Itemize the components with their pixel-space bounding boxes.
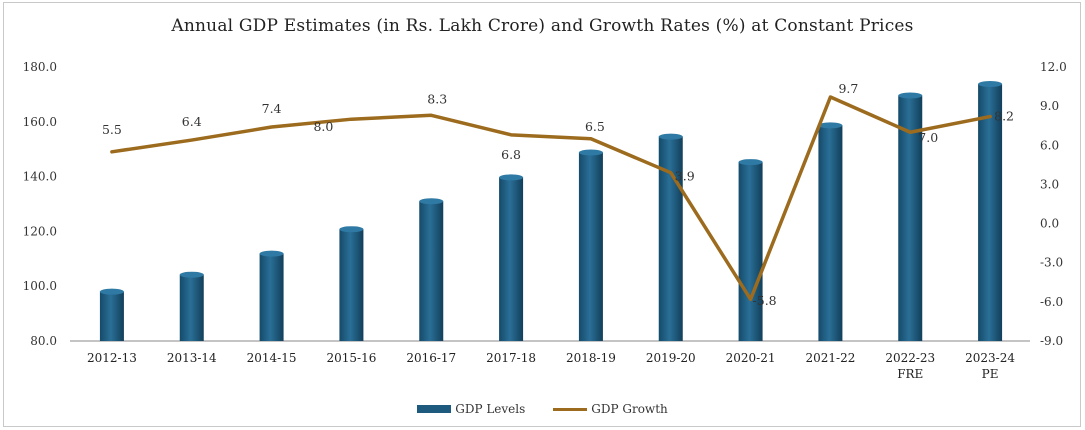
gdp-growth-data-label: 6.4 (182, 114, 202, 129)
left-tick-label: 120.0 (23, 224, 57, 238)
right-axis: -9.0 -6.0 -3.0 0.0 3.0 6.0 9.0 12.0 (1040, 60, 1067, 348)
x-category-sublabel: FRE (897, 367, 923, 381)
gdp-level-bar (419, 201, 444, 341)
right-tick-label: 6.0 (1040, 138, 1059, 152)
gdp-level-bar-cap (658, 133, 683, 140)
legend-swatch-line (553, 407, 588, 411)
gdp-level-bar (99, 291, 124, 341)
gdp-growth-data-label: 7.0 (918, 130, 938, 145)
left-tick-label: 180.0 (23, 60, 57, 74)
x-axis-categories: 2012-13 2013-14 2014-15 2015-16 2016-17 2017-… (87, 351, 1015, 381)
gdp-growth-data-label: 9.7 (838, 81, 858, 96)
gdp-level-bar-cap (339, 226, 364, 233)
gdp-growth-data-label: 6.8 (501, 147, 521, 162)
right-tick-label: -9.0 (1040, 334, 1063, 348)
x-category-label: 2013-14 (167, 351, 217, 365)
x-category-label: 2019-20 (646, 351, 696, 365)
gdp-level-bar (818, 125, 843, 341)
right-tick-label: -3.0 (1040, 256, 1063, 270)
gdp-level-bar-cap (818, 122, 843, 129)
legend-item-gdp-levels: GDP Levels (417, 402, 525, 416)
left-tick-label: 100.0 (23, 279, 57, 293)
x-category-label: 2021-22 (805, 351, 855, 365)
gdp-level-bar-cap (259, 250, 284, 257)
legend-label-gdp-levels: GDP Levels (455, 402, 526, 416)
chart-legend: GDP Levels GDP Growth (0, 399, 1085, 419)
gdp-growth-data-label: 8.0 (313, 119, 333, 134)
right-tick-label: 12.0 (1040, 60, 1067, 74)
x-category-label: 2023-24 (965, 351, 1015, 365)
left-tick-label: 160.0 (23, 115, 57, 129)
gdp-level-bar (339, 229, 364, 341)
gdp-level-bar-cap (179, 271, 204, 278)
gdp-levels-bars (99, 81, 1003, 341)
right-tick-label: 9.0 (1040, 99, 1059, 113)
gdp-level-bar-cap (419, 198, 444, 205)
gdp-growth-data-label: 6.5 (585, 119, 605, 134)
gdp-growth-polyline (110, 95, 992, 301)
gdp-level-bar (259, 253, 284, 341)
x-category-label: 2022-23 (885, 351, 935, 365)
x-category-label: 2017-18 (486, 351, 536, 365)
left-tick-label: 140.0 (23, 170, 57, 184)
x-category-label: 2020-21 (726, 351, 776, 365)
legend-item-gdp-growth: GDP Growth (553, 402, 668, 416)
right-tick-label: 3.0 (1040, 177, 1059, 191)
gdp-level-bar (978, 84, 1003, 341)
gdp-level-bar-cap (578, 149, 603, 156)
gdp-level-bar-cap (898, 92, 923, 99)
x-category-label: 2018-19 (566, 351, 616, 365)
gdp-growth-data-label: 8.3 (427, 91, 447, 106)
legend-label-gdp-growth: GDP Growth (591, 402, 668, 416)
x-category-sublabel: PE (982, 367, 999, 381)
gdp-level-bar (898, 95, 923, 341)
gdp-growth-data-label: 7.4 (262, 101, 282, 116)
legend-swatch-bar (417, 405, 452, 413)
gdp-level-bar (499, 177, 524, 341)
gdp-growth-line: 5.5 6.4 7.4 8.0 8.3 6.8 6.5 3.9 -5.8 9.7 7.0 8.2 (102, 81, 1014, 308)
x-category-label: 2012-13 (87, 351, 137, 365)
gdp-level-bar-cap (978, 81, 1003, 87)
gdp-growth-data-label: 5.5 (102, 122, 122, 137)
left-axis: 80.0 100.0 120.0 140.0 160.0 180.0 (23, 60, 57, 348)
gdp-level-bar (578, 152, 603, 341)
gdp-growth-data-label: 3.9 (675, 169, 695, 184)
x-category-label: 2014-15 (247, 351, 297, 365)
right-tick-label: -6.0 (1040, 295, 1063, 309)
gdp-growth-data-label: -5.8 (753, 293, 777, 308)
gdp-level-bar (179, 274, 204, 341)
gdp-level-bar-cap (99, 288, 124, 295)
left-tick-label: 80.0 (30, 334, 57, 348)
gdp-level-bar-cap (499, 174, 524, 181)
gdp-growth-data-label: 8.2 (994, 109, 1014, 124)
gdp-level-bar (738, 162, 763, 341)
gdp-level-bar-cap (738, 159, 763, 166)
chart-title: Annual GDP Estimates (in Rs. Lakh Crore)… (171, 16, 914, 36)
x-category-label: 2015-16 (326, 351, 376, 365)
x-category-label: 2016-17 (406, 351, 456, 365)
right-tick-label: 0.0 (1040, 217, 1059, 231)
